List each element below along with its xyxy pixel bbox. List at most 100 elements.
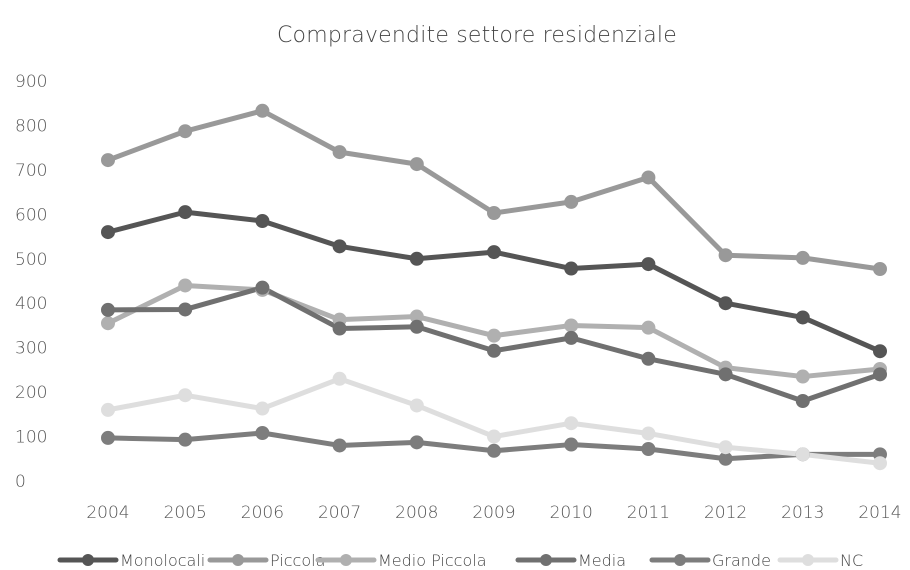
data-point (487, 206, 501, 220)
series-points (101, 103, 887, 471)
data-point (255, 103, 270, 118)
legend-label: Medio Piccola (378, 551, 487, 570)
data-point (564, 318, 579, 333)
data-point (487, 245, 501, 260)
x-tick-label: 2009 (472, 503, 515, 523)
y-tick-label: 700 (15, 161, 47, 181)
y-tick-label: 100 (15, 428, 47, 448)
legend-label: Piccola (270, 551, 325, 570)
data-point (409, 157, 424, 172)
data-point (795, 369, 810, 384)
y-tick-label: 800 (15, 116, 47, 136)
data-point (718, 248, 733, 263)
legend-marker (82, 554, 94, 566)
data-point (409, 319, 424, 334)
y-tick-label: 200 (15, 383, 47, 403)
data-point (641, 170, 656, 185)
data-point (255, 280, 270, 295)
data-point (487, 429, 501, 444)
x-tick-label: 2010 (550, 503, 593, 523)
data-point (101, 316, 115, 331)
data-point (718, 440, 733, 455)
data-point (795, 250, 810, 265)
data-point (641, 426, 656, 441)
data-point (795, 310, 810, 325)
legend-label: Monolocali (120, 551, 205, 570)
data-point (101, 225, 115, 240)
data-point (332, 145, 347, 160)
data-point (332, 371, 347, 386)
data-point (641, 442, 656, 456)
legend-marker (674, 554, 686, 566)
y-tick-label: 500 (15, 250, 47, 270)
data-point (178, 302, 193, 317)
x-tick-label: 2008 (395, 503, 438, 523)
legend-item: Grande (649, 551, 771, 570)
data-point (564, 194, 579, 209)
series-lines (105, 108, 883, 466)
data-point (178, 278, 193, 293)
data-point (255, 214, 270, 228)
x-tick-label: 2011 (627, 503, 670, 523)
data-point (332, 438, 347, 453)
legend-marker (232, 554, 244, 566)
data-point (564, 330, 579, 345)
data-point (873, 367, 887, 382)
data-point (332, 321, 347, 336)
y-axis: 0 100 200 300 400 500 600 700 800 900 (15, 72, 47, 492)
legend-label: NC (840, 551, 863, 570)
y-tick-label: 0 (15, 472, 26, 492)
y-tick-label: 400 (15, 294, 47, 314)
data-point (641, 351, 656, 366)
data-point (487, 443, 501, 458)
y-tick-label: 600 (15, 205, 47, 225)
data-point (255, 426, 270, 440)
legend-marker (540, 554, 552, 566)
chart-title: Compravendite settore residenziale (277, 23, 677, 48)
data-point (101, 402, 115, 417)
data-point (718, 367, 733, 382)
y-tick-label: 900 (15, 72, 47, 92)
x-tick-label: 2006 (241, 503, 284, 523)
legend-item: NC (777, 551, 863, 570)
data-point (178, 205, 193, 220)
data-point (409, 251, 424, 266)
data-point (178, 432, 193, 447)
legend-item: Piccola (207, 551, 325, 570)
x-tick-label: 2014 (858, 503, 901, 523)
legend-item: Medio Piccola (315, 551, 487, 570)
x-tick-label: 2007 (318, 503, 361, 523)
data-point (564, 416, 579, 431)
data-point (641, 257, 656, 272)
legend: Monolocali Piccola Medio Piccola Media Grand… (57, 551, 863, 570)
x-tick-label: 2004 (86, 503, 129, 523)
data-point (409, 435, 424, 450)
data-point (718, 296, 733, 311)
data-point (178, 388, 193, 403)
data-point (487, 328, 501, 343)
data-point (873, 456, 887, 471)
data-point (564, 437, 579, 452)
legend-item: Media (515, 551, 626, 570)
data-point (178, 124, 193, 139)
data-point (101, 153, 115, 168)
data-point (873, 262, 887, 276)
x-axis: 2004 2005 2006 2007 2008 2009 2010 2011 2012 2013… (86, 503, 901, 523)
x-tick-label: 2005 (164, 503, 207, 523)
data-point (487, 343, 501, 358)
x-tick-label: 2012 (704, 503, 747, 523)
data-point (795, 394, 810, 408)
legend-item: Monolocali (57, 551, 205, 570)
legend-marker (340, 554, 352, 566)
data-point (255, 401, 270, 416)
data-point (564, 261, 579, 276)
y-tick-label: 300 (15, 339, 47, 359)
data-point (101, 302, 115, 317)
data-point (641, 320, 656, 335)
legend-label: Media (578, 551, 626, 570)
data-point (795, 447, 810, 462)
data-point (873, 344, 887, 359)
data-point (101, 430, 115, 445)
